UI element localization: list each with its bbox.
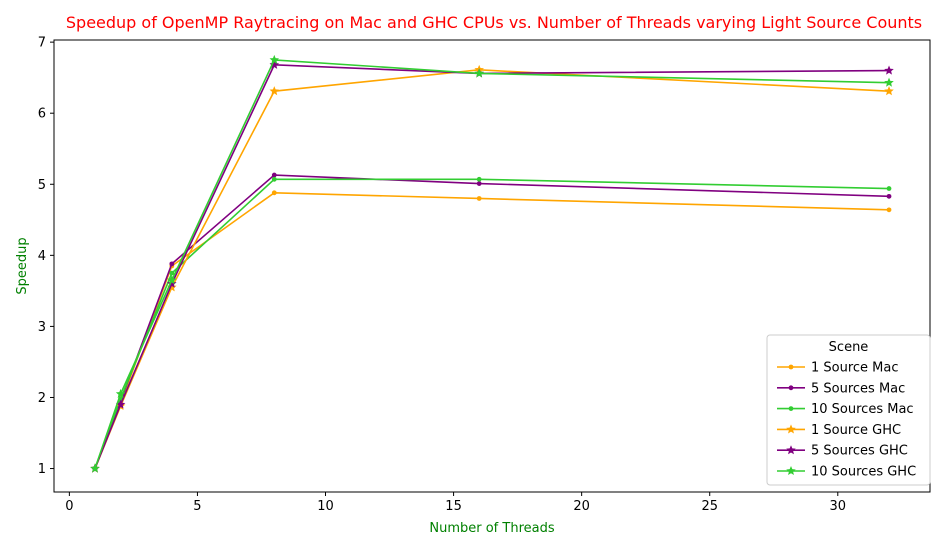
y-tick-label: 7 bbox=[38, 36, 46, 51]
series-line bbox=[94, 64, 890, 469]
legend-item: 10 Sources Mac bbox=[777, 402, 914, 417]
x-tick-label: 20 bbox=[573, 499, 590, 514]
legend-item: 1 Source Mac bbox=[777, 361, 899, 376]
data-point bbox=[884, 77, 894, 87]
data-point bbox=[476, 176, 482, 182]
y-tick-label: 6 bbox=[38, 107, 46, 122]
legend-swatch-marker bbox=[786, 424, 796, 434]
data-point bbox=[271, 190, 277, 196]
axes-frame bbox=[53, 39, 931, 493]
data-point bbox=[90, 463, 100, 473]
legend-item: 5 Sources GHC bbox=[777, 444, 908, 459]
legend-label: 1 Source GHC bbox=[811, 423, 901, 438]
data-point bbox=[169, 261, 175, 267]
data-point bbox=[884, 86, 894, 96]
data-point bbox=[115, 388, 126, 398]
x-tick-label: 15 bbox=[445, 499, 462, 514]
legend-swatch-marker bbox=[788, 364, 794, 370]
data-point bbox=[271, 172, 277, 178]
data-point bbox=[884, 65, 894, 75]
y-tick-label: 4 bbox=[38, 249, 46, 264]
legend-item: 10 Sources GHC bbox=[777, 465, 916, 480]
data-point bbox=[115, 399, 126, 409]
legend-swatch-marker bbox=[788, 406, 794, 411]
data-point bbox=[476, 196, 482, 201]
legend-title: Scene bbox=[829, 340, 869, 355]
legend-swatch-marker bbox=[788, 385, 794, 391]
data-point bbox=[886, 207, 892, 213]
x-tick-label: 25 bbox=[701, 499, 718, 514]
legend-item: 5 Sources Mac bbox=[777, 381, 905, 396]
legend-label: 5 Sources GHC bbox=[811, 444, 908, 459]
y-tick-label: 5 bbox=[38, 178, 46, 193]
data-point bbox=[886, 186, 892, 191]
data-point bbox=[886, 193, 892, 199]
legend-label: 10 Sources Mac bbox=[811, 402, 914, 417]
data-point bbox=[169, 270, 175, 276]
legend-label: 10 Sources GHC bbox=[811, 465, 916, 480]
series-5 bbox=[90, 54, 894, 473]
x-tick-label: 0 bbox=[65, 499, 73, 514]
x-tick-label: 10 bbox=[317, 499, 334, 514]
legend-label: 1 Source Mac bbox=[811, 361, 899, 376]
legend: Scene 1 Source Mac 5 Sources Mac 10 Source… bbox=[766, 334, 931, 486]
x-axis-label: Number of Threads bbox=[429, 521, 554, 536]
legend-label: 5 Sources Mac bbox=[811, 381, 905, 396]
data-point bbox=[269, 86, 280, 96]
y-tick-label: 2 bbox=[38, 391, 46, 406]
data-point bbox=[269, 54, 280, 64]
chart-title: Speedup of OpenMP Raytracing on Mac and … bbox=[66, 13, 922, 32]
y-axis-label: Speedup bbox=[15, 237, 30, 294]
axis-ticks: 0 5 10 15 20 25 30 1 2 3 4 5 6 7 bbox=[38, 36, 846, 514]
plot-area bbox=[90, 54, 894, 473]
y-tick-label: 1 bbox=[38, 462, 46, 477]
series-line bbox=[94, 59, 890, 469]
x-tick-label: 5 bbox=[193, 499, 201, 514]
legend-box bbox=[766, 334, 931, 486]
data-point bbox=[167, 275, 177, 285]
y-tick-label: 3 bbox=[38, 320, 46, 335]
legend-swatch-marker bbox=[786, 445, 796, 455]
data-point bbox=[474, 68, 484, 78]
data-point bbox=[271, 176, 277, 182]
legend-swatch-marker bbox=[786, 466, 796, 476]
legend-item: 1 Source GHC bbox=[777, 423, 901, 438]
series-line bbox=[94, 178, 890, 469]
x-tick-label: 30 bbox=[830, 499, 847, 514]
data-point bbox=[476, 181, 482, 186]
